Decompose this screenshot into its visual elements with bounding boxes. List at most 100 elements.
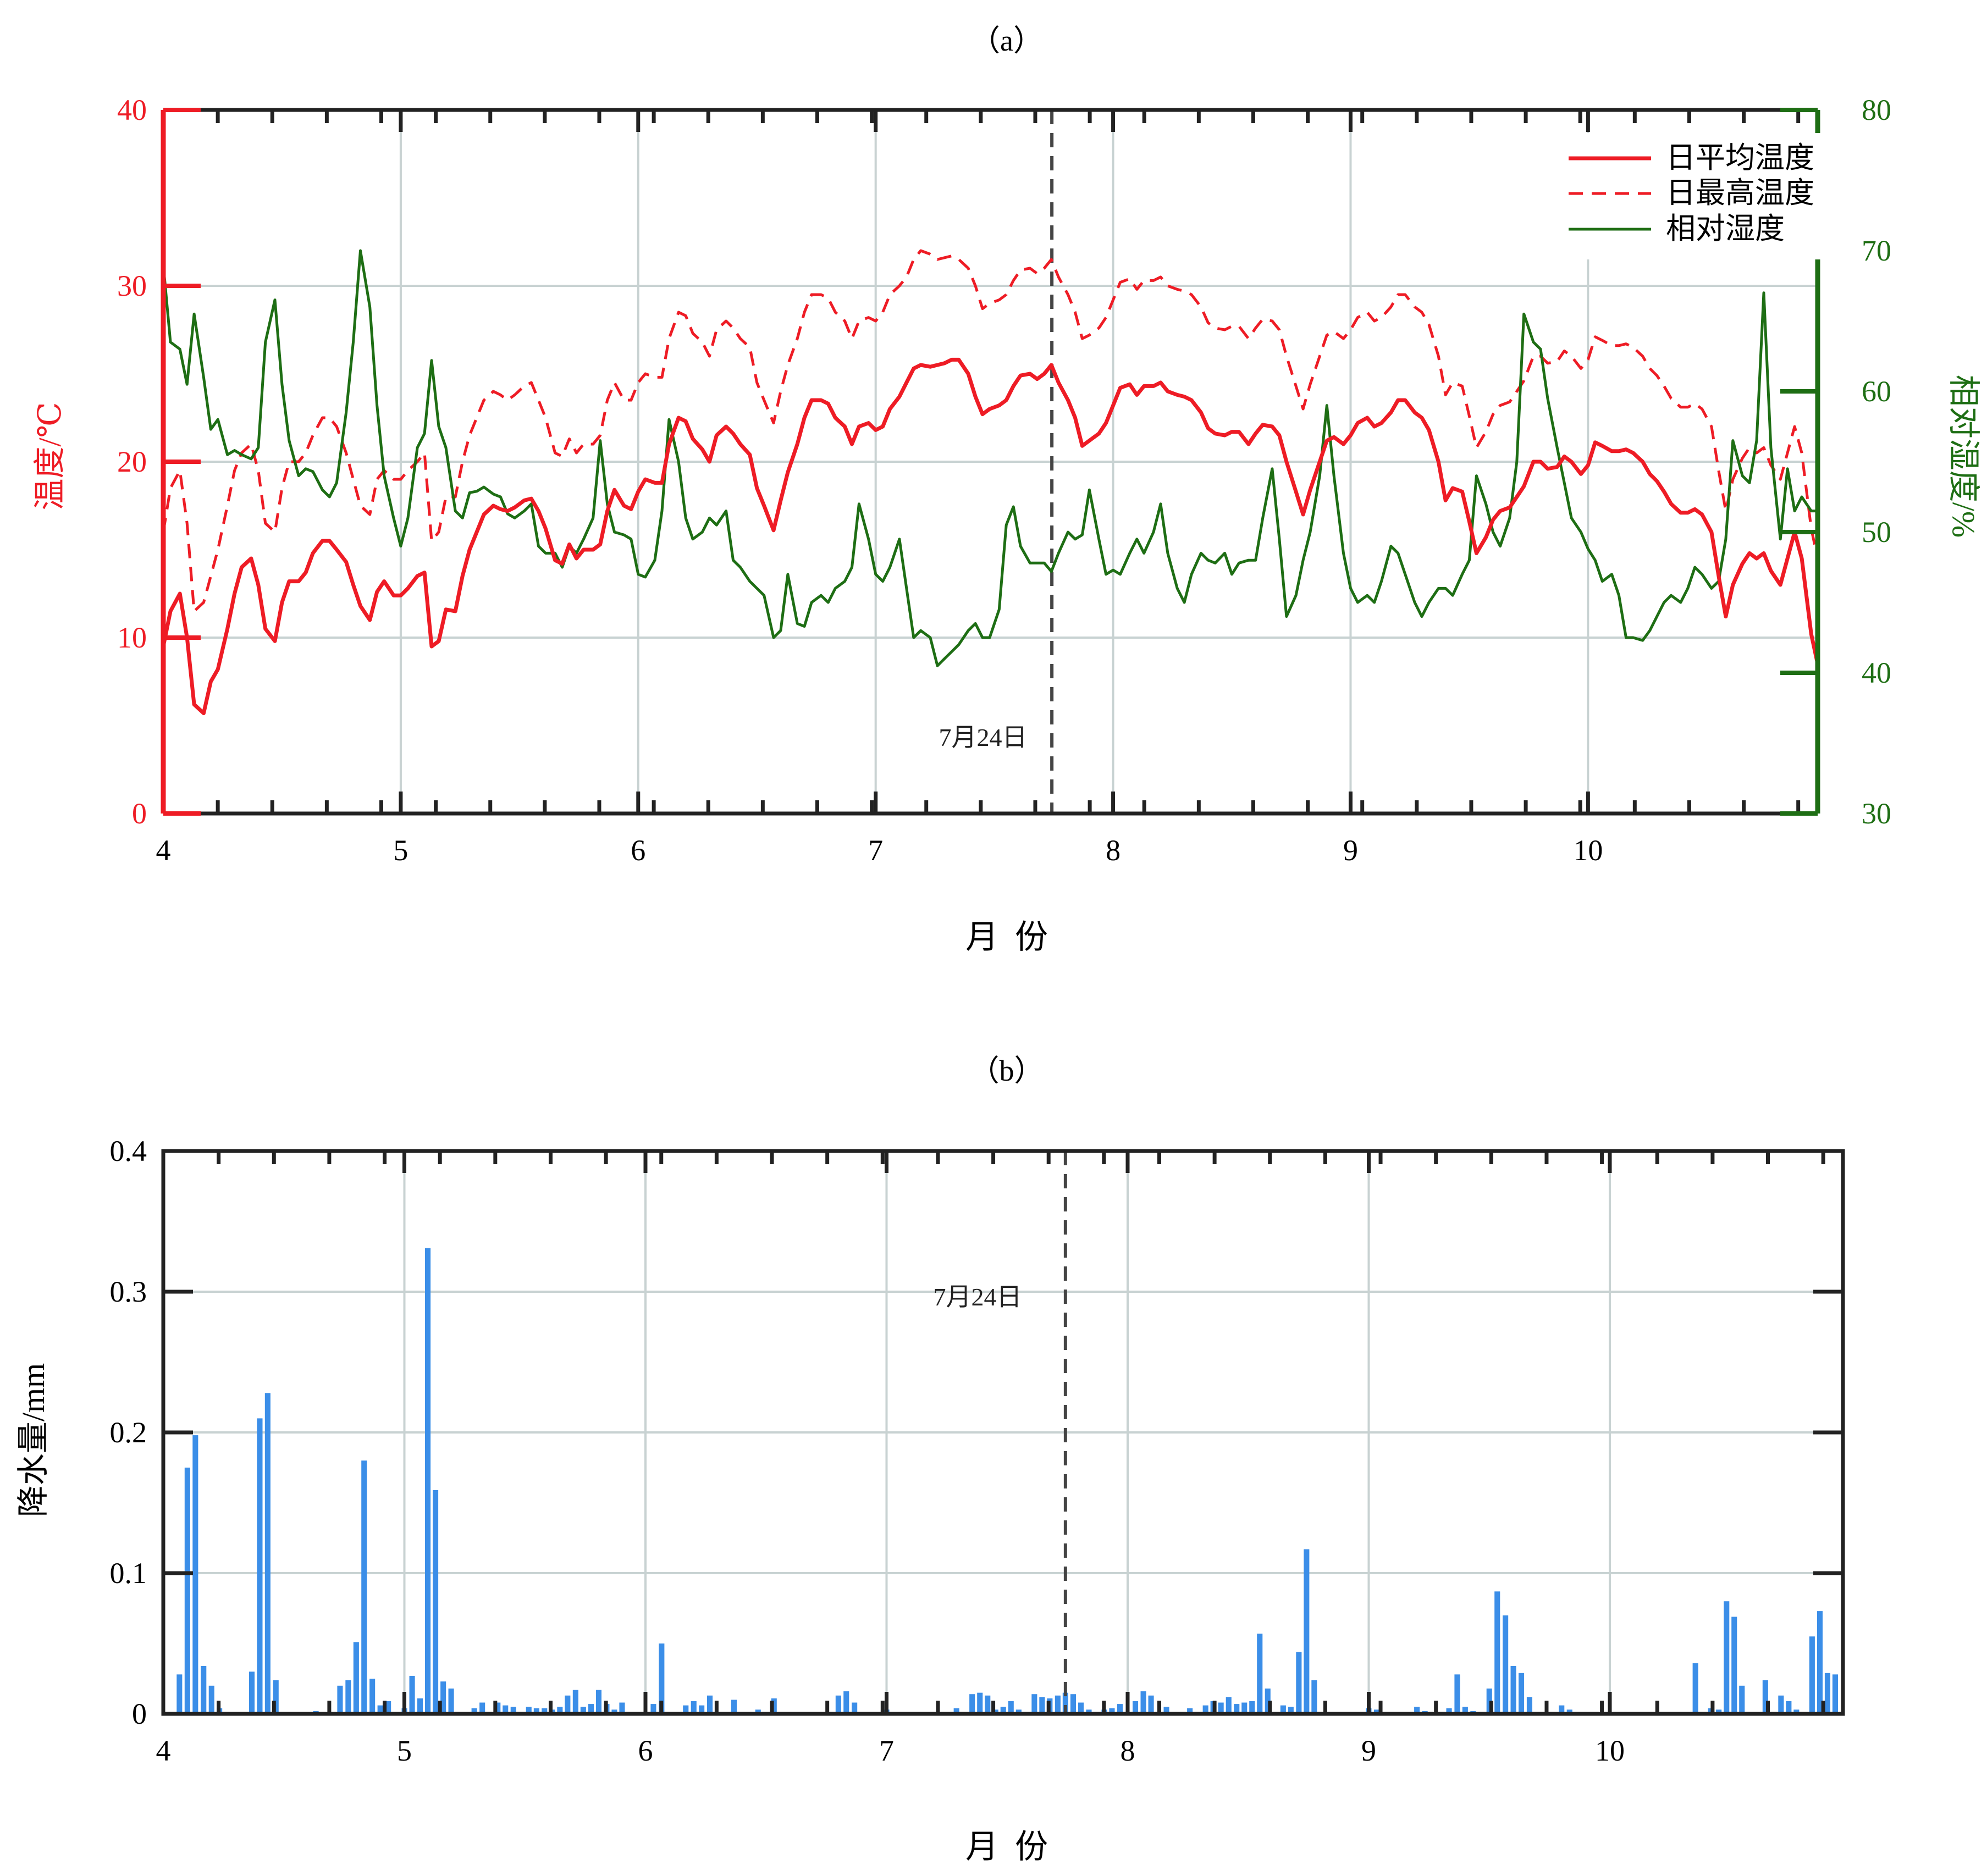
panel-b-axes-frame [161,1149,1845,1716]
precipitation-bar [1724,1601,1730,1714]
precipitation-bar [1817,1611,1823,1714]
precipitation-bar [557,1707,563,1714]
precipitation-bar [1078,1702,1084,1714]
precipitation-bar [731,1700,737,1714]
panel-b-precipitation-bars [176,1248,1838,1714]
precipitation-bar [471,1708,477,1714]
precipitation-bar [843,1691,849,1714]
right-y-tick-label: 30 [1862,797,1891,830]
precipitation-bar [369,1679,376,1714]
precipitation-bar [192,1435,198,1714]
precipitation-bar [448,1688,454,1714]
precipitation-bar [1109,1708,1115,1714]
right-y-tick-label: 80 [1862,93,1891,126]
precipitation-bar [417,1698,423,1714]
precipitation-bar [969,1694,975,1714]
precipitation-bar [1202,1705,1208,1714]
precipitation-bar [1566,1709,1572,1714]
precipitation-bar [1133,1701,1139,1714]
precipitation-bar [510,1707,516,1714]
precipitation-bar [852,1702,858,1714]
precipitation-bar [1739,1685,1745,1714]
panel-a-series [161,249,1820,716]
x-tick-label: 5 [393,834,408,867]
precipitation-bar [691,1701,697,1714]
precipitation-bar [273,1680,279,1714]
precipitation-bar [1778,1695,1784,1714]
precipitation-bar [1793,1709,1800,1714]
precipitation-bar [953,1708,959,1714]
precipitation-bar [1559,1705,1565,1714]
precipitation-bar [1809,1636,1815,1714]
x-tick-label: 6 [638,1734,653,1767]
precipitation-bar [176,1674,183,1714]
x-tick-label: 5 [397,1734,412,1767]
precipitation-bar [1692,1663,1698,1714]
x-tick-label: 8 [1106,834,1121,867]
precipitation-bar [771,1698,777,1714]
precipitation-bar [1241,1702,1248,1714]
x-tick-label: 6 [631,834,645,867]
y-tick-label: 0.3 [110,1275,147,1308]
precipitation-bar [1265,1688,1271,1714]
precipitation-bar [1280,1705,1286,1714]
x-tick-label: 9 [1361,1734,1376,1767]
precipitation-bar [1414,1707,1420,1714]
precipitation-bar [580,1707,586,1714]
precipitation-bar [1486,1688,1492,1714]
precipitation-bar [542,1708,548,1714]
precipitation-bar [659,1643,665,1714]
precipitation-bar [1716,1709,1722,1714]
precipitation-bar [1218,1702,1224,1714]
legend-label-daily-mean-temp: 日平均温度 [1666,141,1814,174]
x-tick-label: 4 [156,1734,171,1767]
precipitation-bar [1519,1673,1525,1714]
precipitation-bar [1832,1674,1838,1714]
precipitation-bar [572,1690,578,1714]
right-y-tick-label: 50 [1862,516,1891,549]
legend-label-relative-humidity: 相对湿度 [1666,212,1785,245]
precipitation-bar [595,1690,601,1714]
precipitation-bar [683,1705,689,1714]
right-y-tick-label: 60 [1862,375,1891,408]
panel-a-x-axis-label: 月 份 [965,919,1048,955]
precipitation-bar [1226,1697,1232,1714]
precipitation-bar [707,1695,713,1714]
precipitation-bar [353,1642,359,1714]
x-tick-label: 10 [1573,834,1603,867]
panel-a-tick-labels: 4 5 6 7 8 9 10 0 10 20 30 40 30 40 50 60 70 80 [117,93,1891,867]
precipitation-bar [1446,1708,1452,1714]
precipitation-bar [1304,1549,1310,1714]
precipitation-bar [835,1695,841,1714]
y-tick-label: 0 [132,1697,147,1730]
panel-a-legend: 日平均温度 日最高温度 相对湿度 [1559,133,1823,259]
precipitation-bar [533,1708,539,1714]
precipitation-bar [1731,1617,1737,1714]
precipitation-bar [503,1705,509,1714]
panel-b-y-axis-label: 降水量/mm [15,1363,51,1517]
precipitation-bar [526,1707,532,1714]
x-tick-label: 7 [879,1734,894,1767]
precipitation-bar [249,1672,255,1714]
precipitation-bar [1526,1697,1532,1714]
left-y-tick-label: 0 [132,797,147,830]
precipitation-bar [208,1685,214,1714]
panel-b-label: （b） [970,1054,1044,1087]
precipitation-bar [1454,1674,1460,1714]
y-tick-label: 0.2 [110,1416,147,1449]
precipitation-bar [1296,1652,1302,1714]
panel-b-grid [163,1151,1843,1714]
precipitation-bar [361,1460,367,1714]
x-tick-label: 8 [1120,1734,1135,1767]
x-tick-label: 7 [868,834,883,867]
precipitation-bar [1070,1694,1076,1714]
precipitation-bar [257,1418,263,1714]
precipitation-bar [1462,1707,1468,1714]
precipitation-bar [1163,1707,1169,1714]
x-tick-label: 4 [156,834,171,867]
precipitation-bar [755,1709,761,1714]
precipitation-bar [495,1702,501,1714]
precipitation-bar [1786,1701,1792,1714]
